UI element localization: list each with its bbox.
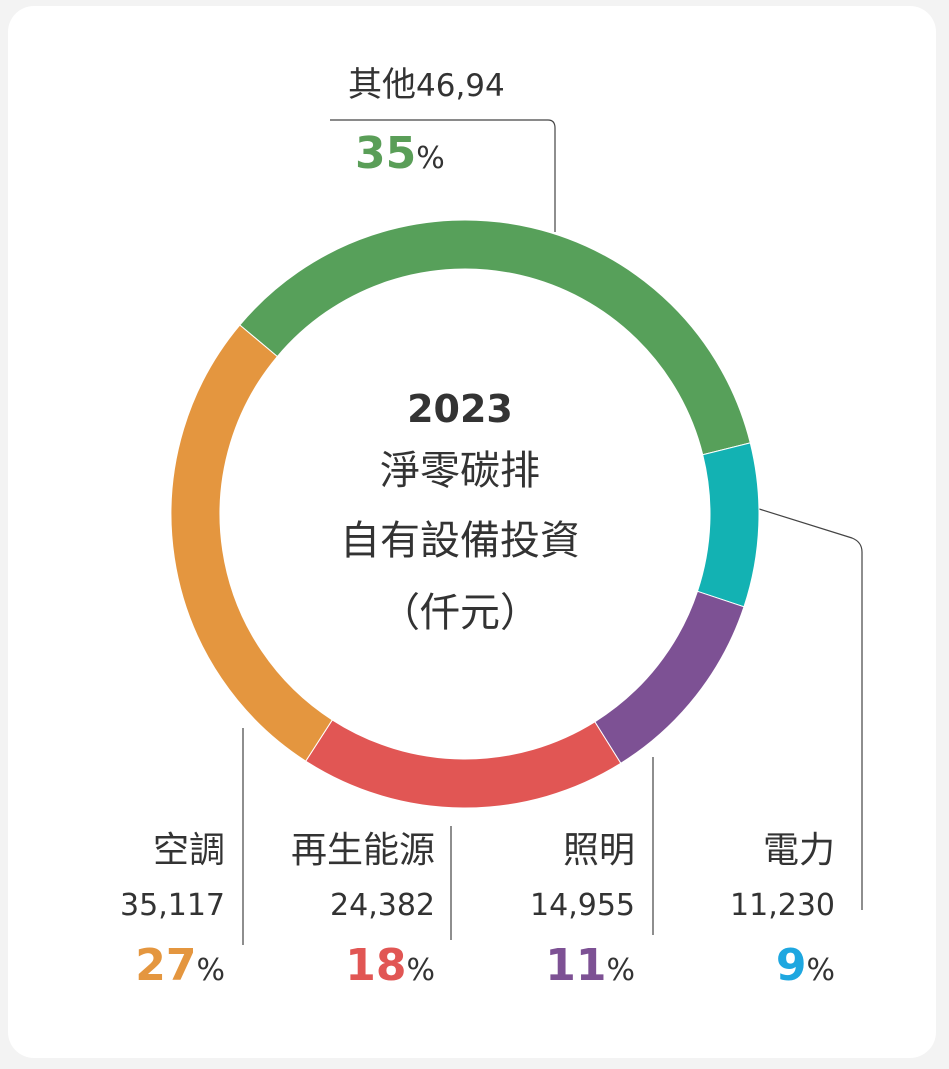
- category-label: 其他46,94: [348, 65, 505, 105]
- percent-value: 35: [355, 128, 416, 179]
- percent-unit: %: [196, 953, 225, 988]
- category-name: 其他: [348, 65, 416, 105]
- percent-unit: %: [606, 953, 635, 988]
- donut-segment: [170, 324, 333, 762]
- leader-line: [739, 502, 863, 910]
- category-name: 再生能源: [291, 830, 435, 871]
- percent-unit: %: [416, 141, 445, 176]
- percent-label: 27%: [135, 940, 225, 991]
- category-name: 空調: [153, 830, 225, 871]
- percent-value: 18: [345, 940, 406, 991]
- percent-value: 27: [135, 940, 196, 991]
- percent-label: 35%: [355, 128, 445, 179]
- percent-unit: %: [406, 953, 435, 988]
- percent-value: 9: [776, 940, 807, 991]
- category-name: 電力: [763, 830, 835, 871]
- amount-label: 46,94: [416, 68, 505, 104]
- leader-line: [330, 119, 556, 232]
- percent-label: 11%: [545, 940, 635, 991]
- leader-lines: [242, 119, 863, 945]
- percent-value: 11: [545, 940, 606, 991]
- amount-label: 11,230: [730, 888, 835, 923]
- amount-label: 14,955: [530, 888, 635, 923]
- card: [8, 6, 936, 1058]
- category-name: 照明: [563, 830, 635, 871]
- percent-label: 9%: [776, 940, 835, 991]
- percent-unit: %: [806, 953, 835, 988]
- center-year: 2023: [407, 387, 513, 431]
- center-unit: （仟元）: [380, 590, 540, 636]
- amount-label: 35,117: [120, 888, 225, 923]
- center-title: 自有設備投資: [340, 518, 580, 564]
- amount-label: 24,382: [330, 888, 435, 923]
- percent-label: 18%: [345, 940, 435, 991]
- center-title: 淨零碳排: [380, 448, 540, 494]
- donut-segment: [239, 219, 751, 456]
